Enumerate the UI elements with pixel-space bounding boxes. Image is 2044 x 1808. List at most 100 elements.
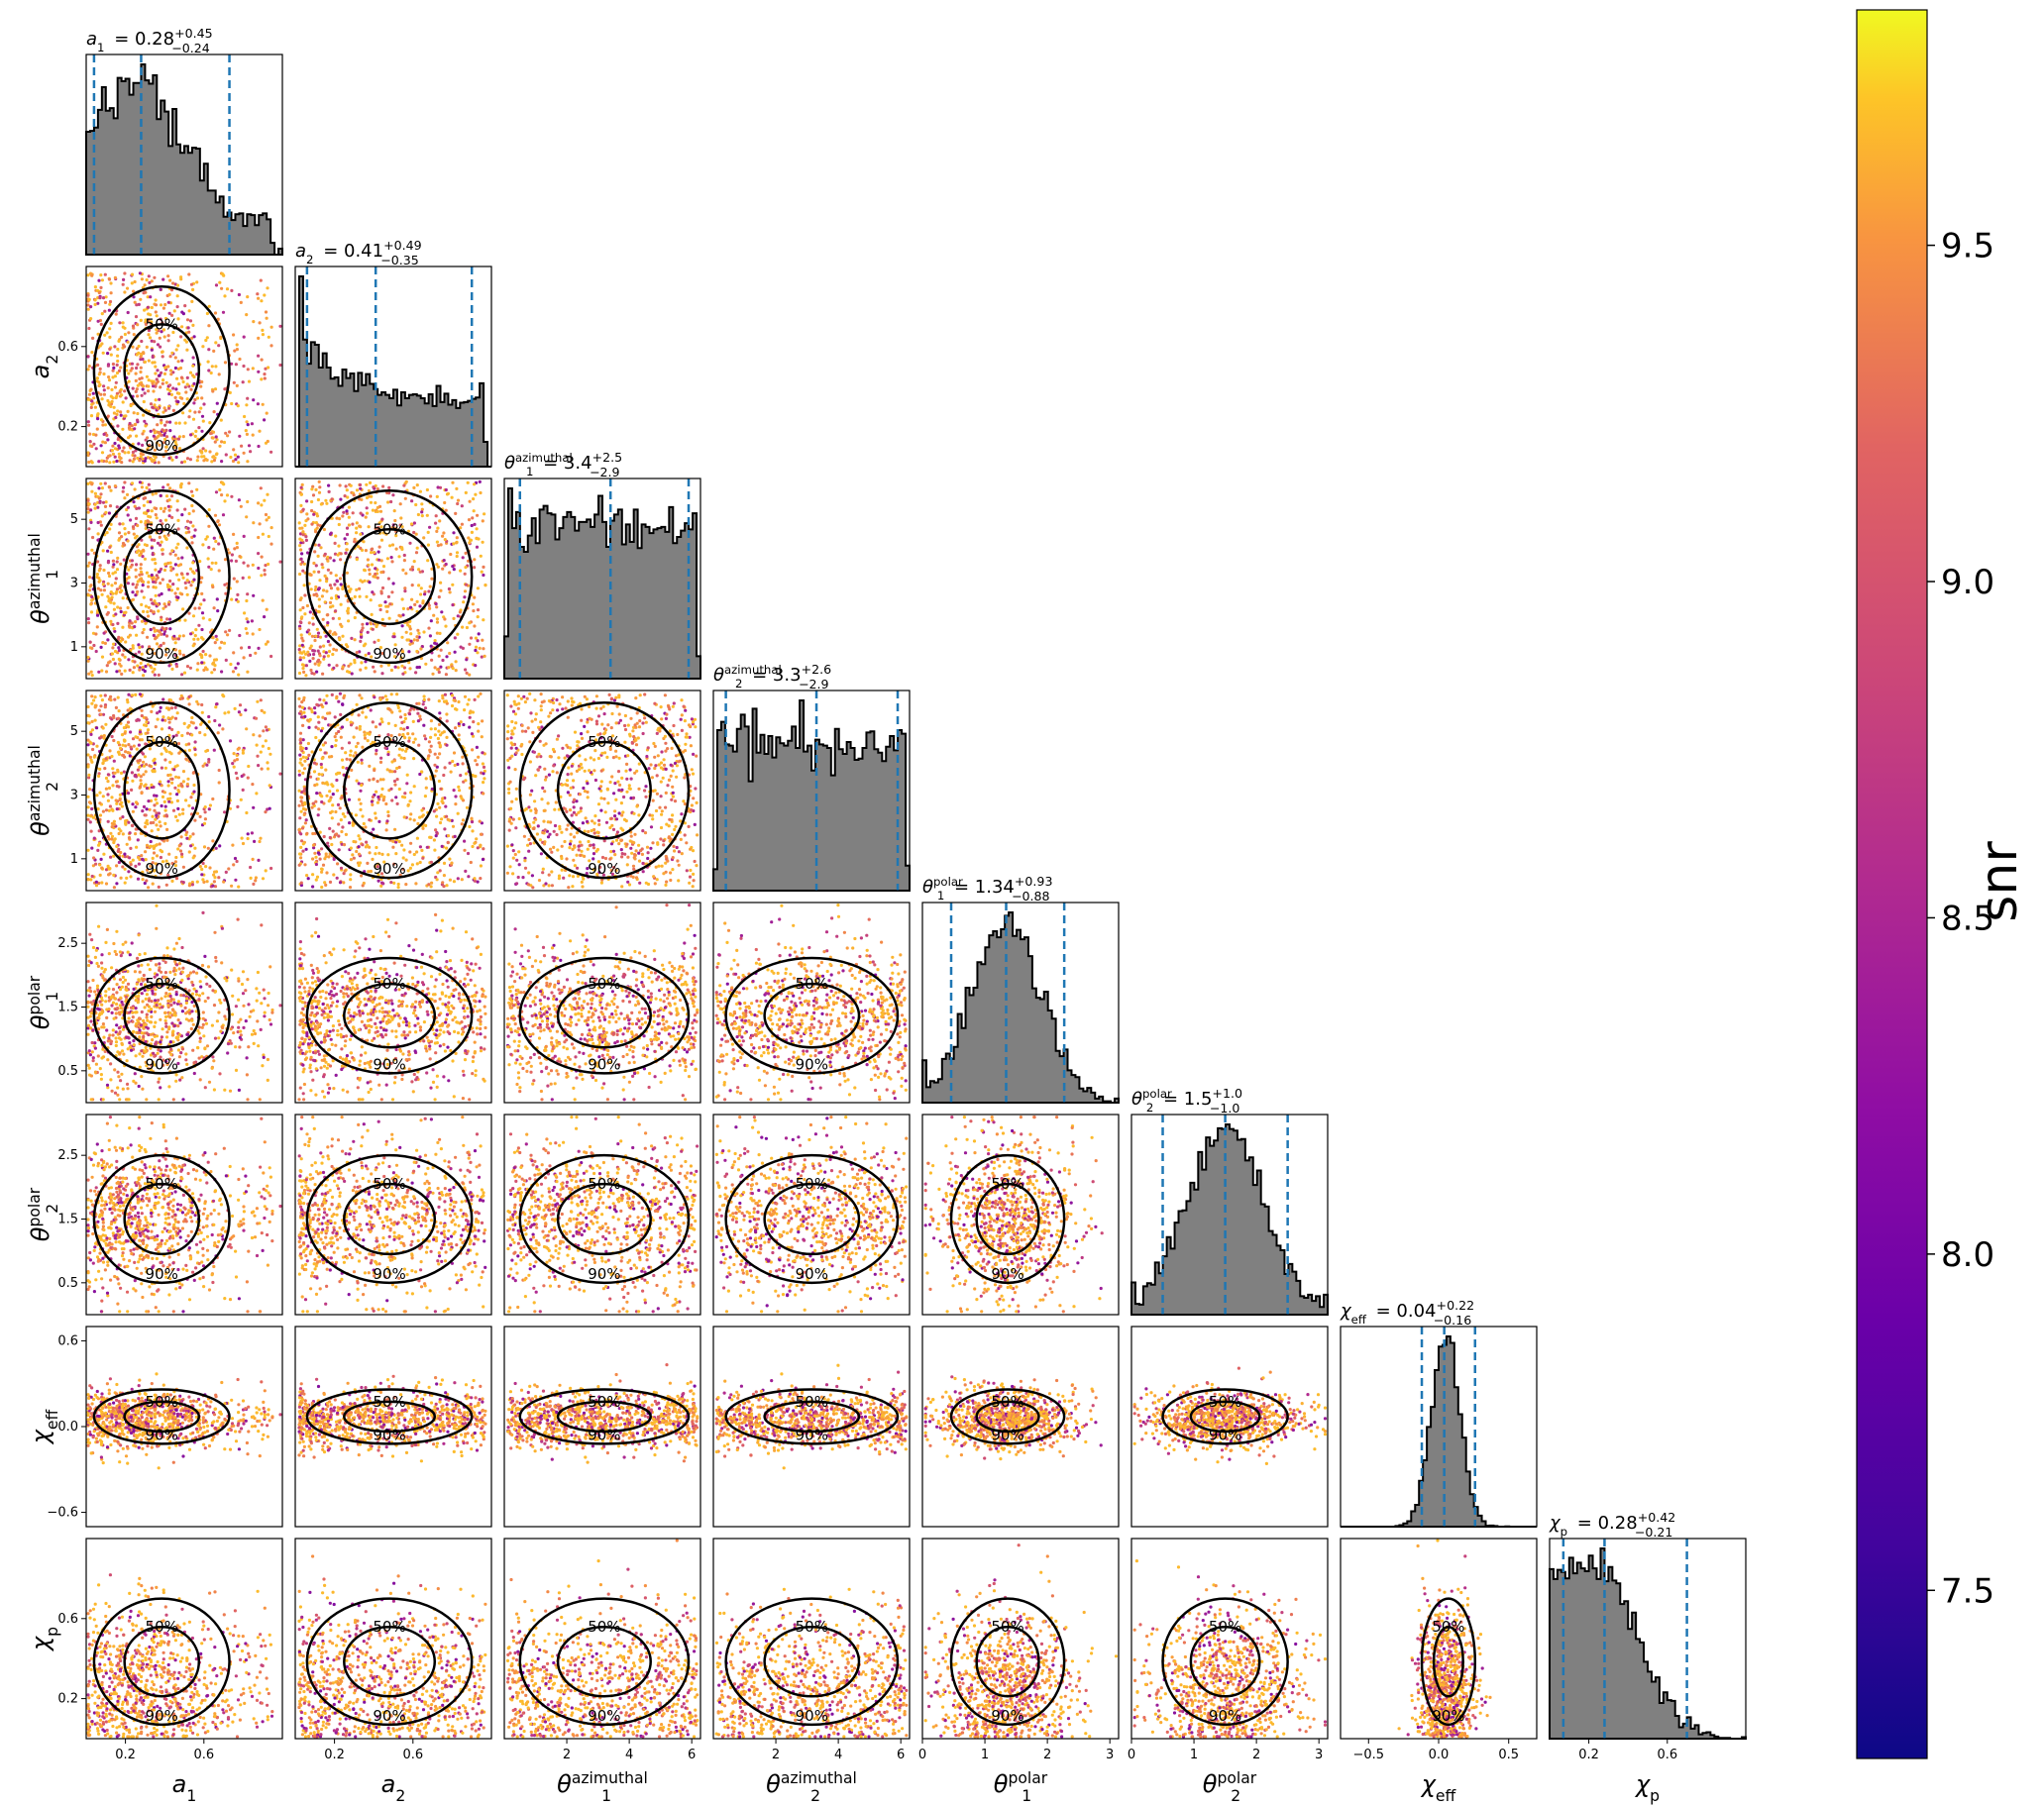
contour-50-a2-vs-a1 xyxy=(123,323,201,418)
panel-theta2_az-vs-a1: 50% 90% 1 3 5 θazimuthal2 xyxy=(26,690,283,892)
contour-label-90: 90% xyxy=(991,1426,1023,1443)
scatter-theta2_pol-vs-theta1_az xyxy=(505,1116,699,1314)
contour-50-chi_p-vs-theta1_az xyxy=(556,1625,652,1698)
x-tick-label: 2 xyxy=(772,1748,780,1762)
histogram-theta2_az xyxy=(712,699,911,892)
contour-label-90: 90% xyxy=(373,860,405,878)
panel-frame xyxy=(712,1538,911,1740)
contour-50-theta1_pol-vs-a2 xyxy=(343,982,437,1049)
contour-label-50: 50% xyxy=(373,733,405,751)
contour-50-chi_p-vs-theta2_pol xyxy=(1189,1625,1261,1698)
contour-50-theta2_pol-vs-theta1_az xyxy=(556,1182,652,1256)
contour-50-theta1_pol-vs-theta2_az xyxy=(763,982,861,1049)
panel-frame xyxy=(1130,1538,1329,1740)
contour-label-90: 90% xyxy=(796,1265,828,1283)
contour-90-chi_eff-vs-theta2_az xyxy=(724,1388,900,1445)
contour-label-90: 90% xyxy=(991,1707,1023,1725)
contour-label-90: 90% xyxy=(146,645,178,663)
contour-label-50: 50% xyxy=(588,733,620,751)
y-tick-label: 5 xyxy=(70,512,78,527)
contour-label-50: 50% xyxy=(796,1618,828,1636)
scatter-theta2_pol-vs-a1 xyxy=(86,1116,282,1314)
histogram-theta2_pol xyxy=(1130,1123,1329,1316)
contour-label-90: 90% xyxy=(373,1426,405,1443)
y-axis-label-a2: a2 xyxy=(27,355,61,379)
panel-chi_eff-vs-a2: 50% 90% xyxy=(294,1326,492,1528)
panel-chi_eff-vs-theta2_pol: 50% 90% xyxy=(1130,1326,1329,1528)
scatter-chi_eff-vs-theta2_pol xyxy=(1132,1366,1328,1465)
contour-label-90: 90% xyxy=(373,1707,405,1725)
contour-90-theta1_pol-vs-a2 xyxy=(305,956,474,1075)
contour-90-theta1_pol-vs-theta1_az xyxy=(518,956,691,1075)
contour-label-90: 90% xyxy=(796,1707,828,1725)
x-tick-label: 0.0 xyxy=(1429,1748,1450,1762)
panel-frame xyxy=(294,1114,492,1316)
scatter-theta2_az-vs-a2 xyxy=(297,691,486,890)
x-tick-label: 2 xyxy=(563,1748,571,1762)
y-tick-label: 2.5 xyxy=(57,1148,78,1163)
panel-frame xyxy=(1340,1326,1538,1528)
x-axis-label-a1: a1 xyxy=(172,1770,197,1805)
contour-90-theta2_pol-vs-a2 xyxy=(305,1153,474,1285)
contour-label-50: 50% xyxy=(1209,1393,1241,1411)
contour-50-theta1_pol-vs-a1 xyxy=(123,982,201,1049)
title-chi_eff: χeff = 0.04+0.22 −0.16 xyxy=(1340,1298,1474,1328)
panel-theta2_pol-vs-theta2_pol: θpolar 2 = 1.5+1.0 −1.0 xyxy=(1130,1086,1329,1316)
panel-frame xyxy=(503,1538,701,1740)
scatter-chi_eff-vs-theta1_pol xyxy=(923,1375,1103,1461)
panel-chi_eff-vs-theta1_az: 50% 90% xyxy=(503,1326,701,1528)
contour-label-90: 90% xyxy=(991,1265,1023,1283)
histogram-theta1_pol xyxy=(921,911,1120,1104)
title-a1: a1 = 0.28+0.45 −0.24 xyxy=(86,26,213,55)
x-tick-label: 2 xyxy=(1252,1748,1260,1762)
y-tick-label: 1.5 xyxy=(57,1213,78,1227)
panel-chi_p-vs-theta1_az: 50% 90% 2 4 6 θazimuthal 1 xyxy=(503,1538,701,1805)
panel-frame xyxy=(503,690,701,892)
contour-90-chi_eff-vs-theta1_pol xyxy=(949,1388,1066,1445)
panel-frame xyxy=(85,478,283,680)
contour-label-90: 90% xyxy=(146,1426,178,1443)
panel-theta2_az-vs-theta1_az: 50% 90% xyxy=(503,690,701,892)
y-tick-label: 1 xyxy=(70,852,78,867)
scatter-chi_p-vs-a2 xyxy=(297,1554,487,1739)
contour-90-chi_eff-vs-theta1_az xyxy=(518,1388,691,1445)
panel-chi_p-vs-theta2_pol: 50% 90% 0 1 2 3 θpolar 2 xyxy=(1128,1538,1329,1805)
title-theta2_az: θazimuthal 2 = 3.3+2.6 −2.9 xyxy=(713,662,831,691)
title-theta1_pol: θpolar 1 = 1.34+0.93 −0.88 xyxy=(922,874,1052,904)
panel-theta2_pol-vs-theta2_az: 50% 90% xyxy=(712,1114,911,1316)
panel-theta1_pol-vs-theta1_pol: θpolar 1 = 1.34+0.93 −0.88 xyxy=(921,874,1120,1104)
contour-label-90: 90% xyxy=(146,1707,178,1725)
panel-frame xyxy=(503,1114,701,1316)
contour-90-theta2_az-vs-theta1_az xyxy=(518,700,691,880)
contour-50-theta2_az-vs-theta1_az xyxy=(556,740,652,840)
panel-frame xyxy=(503,1326,701,1528)
scatter-theta1_az-vs-a1 xyxy=(86,480,282,678)
panel-a2-vs-a2: a2 = 0.41+0.49 −0.35 xyxy=(294,238,492,468)
colorbar-gradient xyxy=(1856,9,1928,1759)
contour-50-chi_eff-vs-a1 xyxy=(123,1400,201,1434)
panel-chi_p-vs-theta2_az: 50% 90% 2 4 6 θazimuthal 2 xyxy=(712,1538,911,1805)
y-tick-label: 0.6 xyxy=(57,340,78,355)
contour-90-chi_p-vs-theta1_az xyxy=(518,1597,691,1727)
contour-label-50: 50% xyxy=(373,520,405,538)
x-axis-label-theta2_az: θazimuthal 2 xyxy=(766,1769,857,1805)
contour-label-90: 90% xyxy=(1209,1426,1241,1443)
y-tick-label: 0.5 xyxy=(57,1276,78,1291)
contour-50-chi_p-vs-chi_eff xyxy=(1432,1625,1464,1698)
contour-label-90: 90% xyxy=(796,1426,828,1443)
scatter-theta2_pol-vs-a2 xyxy=(297,1116,487,1314)
y-tick-label: 1.5 xyxy=(57,1001,78,1015)
panel-theta1_pol-vs-a2: 50% 90% xyxy=(294,902,492,1104)
contour-label-50: 50% xyxy=(146,1393,178,1411)
contour-label-90: 90% xyxy=(146,1055,178,1073)
panel-chi_p-vs-chi_p: χp = 0.28+0.42 −0.21 0.2 0.6 χp xyxy=(1549,1510,1747,1805)
contour-label-50: 50% xyxy=(991,1393,1023,1411)
panel-theta1_az-vs-a2: 50% 90% xyxy=(294,478,492,680)
y-tick-label: 2.5 xyxy=(57,936,78,951)
contour-90-chi_p-vs-chi_eff xyxy=(1420,1597,1477,1727)
contour-label-90: 90% xyxy=(146,860,178,878)
scatter-chi_p-vs-chi_eff xyxy=(1397,1539,1492,1739)
contour-90-theta2_az-vs-a1 xyxy=(92,700,231,880)
colorbar-label: snr xyxy=(1970,841,2029,922)
panel-a2-vs-a1: 50% 90% 0.2 0.6a2 xyxy=(27,266,283,468)
